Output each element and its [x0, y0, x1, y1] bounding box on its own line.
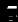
- Text: Patients living independently at baseline only: (n=18,969)

SHS: n=8,402; IMN: n: Patients living independently at baselin…: [1, 0, 18, 22]
- Text: Subsample investigated for return to
independent living (n=12,041)

SHS: n=5,599: Subsample investigated for return to ind…: [1, 0, 18, 22]
- Bar: [4, 3, 17, 10]
- Text: Study population (n=27,530):

SHS: n=12,138; IMN: n=15,392: Study population (n=27,530): SHS: n=12,1…: [1, 0, 18, 22]
- Bar: [1, 18, 14, 22]
- Bar: [1, 14, 14, 18]
- Bar: [5, 18, 17, 20]
- Bar: [1, 10, 17, 13]
- Text: Patients registered in SHR admitted to hospital between January 1st, 2014, and
D: Patients registered in SHR admitted to h…: [1, 0, 18, 22]
- Bar: [1, 0, 18, 3]
- Text: Excluded due to being alive, but with missing information on
residence, at 180 d: Excluded due to being alive, but with mi…: [5, 0, 18, 22]
- Text: Excluded: (n=1,580)
   •   ASA ≥5 (n=26)
   •   Pathological fracture (n=285)
  : Excluded: (n=1,580) • ASA ≥5 (n=26) • Pa…: [5, 0, 18, 22]
